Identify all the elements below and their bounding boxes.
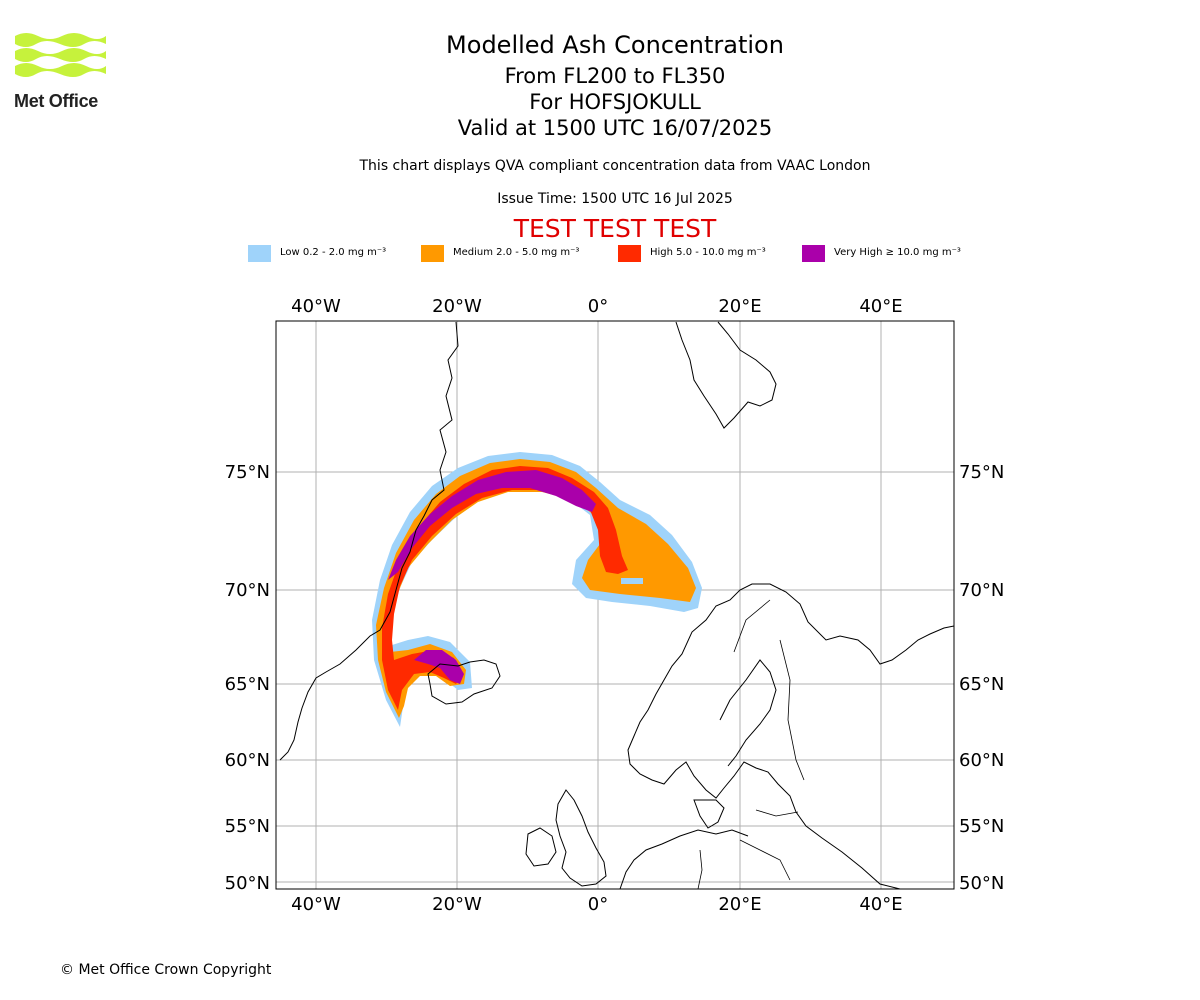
- greenland-coast: [279, 321, 459, 761]
- iceland-coast: [427, 659, 501, 705]
- valid-time: Valid at 1500 UTC 16/07/2025: [457, 116, 773, 140]
- legend-label-high: High 5.0 - 10.0 mg m⁻³: [650, 247, 766, 258]
- lon-tick-0-top: 0°: [588, 296, 608, 317]
- great-britain-coast: [555, 789, 607, 887]
- lat-tick-50n-right: 50°N: [959, 873, 1004, 894]
- legend-swatch-medium: [421, 245, 444, 262]
- ash-plume-medium: [376, 459, 696, 718]
- lat-tick-70n-left: 70°N: [225, 580, 270, 601]
- ash-plume-very-high-north: [388, 470, 596, 580]
- lat-tick-75n-left: 75°N: [225, 462, 270, 483]
- denmark-coast: [693, 799, 725, 829]
- lon-tick-20e-top: 20°E: [718, 296, 761, 317]
- ash-plume-very-high-south: [414, 650, 464, 684]
- scandinavia-coast: [627, 583, 954, 889]
- lon-tick-20e-bottom: 20°E: [718, 894, 761, 915]
- legend: Low 0.2 - 2.0 mg m⁻³ Medium 2.0 - 5.0 mg…: [0, 244, 1200, 264]
- legend-label-very-high: Very High ≥ 10.0 mg m⁻³: [834, 247, 961, 258]
- lon-tick-40w-top: 40°W: [291, 296, 341, 317]
- volcano-name: For HOFSJOKULL: [529, 90, 701, 114]
- ash-plume-low-gap: [621, 578, 643, 584]
- lat-tick-60n-left: 60°N: [225, 750, 270, 771]
- copyright-notice: © Met Office Crown Copyright: [60, 962, 272, 978]
- country-borders: [697, 599, 805, 889]
- chart-description: This chart displays QVA compliant concen…: [359, 158, 871, 174]
- coastlines: [279, 321, 954, 889]
- lon-ticks-top: 40°W 20°W 0° 20°E 40°E: [291, 296, 902, 317]
- lat-tick-50n-left: 50°N: [225, 873, 270, 894]
- lat-tick-75n-right: 75°N: [959, 462, 1004, 483]
- continent-coast: [619, 829, 749, 889]
- test-banner: TEST TEST TEST: [513, 214, 717, 243]
- flight-level-range: From FL200 to FL350: [504, 64, 726, 88]
- lon-ticks-bottom: 40°W 20°W 0° 20°E 40°E: [291, 894, 902, 915]
- map-frame: [275, 320, 955, 890]
- lat-tick-65n-left: 65°N: [225, 674, 270, 695]
- chart-title: Modelled Ash Concentration: [446, 31, 784, 59]
- legend-swatch-very-high: [802, 245, 825, 262]
- svalbard-coast: [675, 321, 777, 429]
- lat-tick-70n-right: 70°N: [959, 580, 1004, 601]
- legend-swatch-high: [618, 245, 641, 262]
- legend-label-medium: Medium 2.0 - 5.0 mg m⁻³: [453, 247, 580, 258]
- lon-tick-0-bottom: 0°: [588, 894, 608, 915]
- gulf-of-bothnia-coast: [719, 659, 777, 767]
- met-office-logo-icon: [15, 33, 106, 77]
- legend-label-low: Low 0.2 - 2.0 mg m⁻³: [280, 247, 387, 258]
- lat-ticks-left: 75°N 70°N 65°N 60°N 55°N 50°N: [225, 462, 270, 894]
- lat-tick-55n-right: 55°N: [959, 816, 1004, 837]
- logo-wordmark: Met Office: [14, 91, 99, 111]
- lat-tick-65n-right: 65°N: [959, 674, 1004, 695]
- ireland-coast: [525, 827, 557, 867]
- lon-tick-20w-bottom: 20°W: [432, 894, 482, 915]
- lon-tick-40w-bottom: 40°W: [291, 894, 341, 915]
- lon-tick-40e-bottom: 40°E: [859, 894, 902, 915]
- lat-tick-60n-right: 60°N: [959, 750, 1004, 771]
- legend-swatch-low: [248, 245, 271, 262]
- lon-tick-40e-top: 40°E: [859, 296, 902, 317]
- lon-tick-20w-top: 20°W: [432, 296, 482, 317]
- issue-time: Issue Time: 1500 UTC 16 Jul 2025: [497, 191, 733, 207]
- lat-ticks-right: 75°N 70°N 65°N 60°N 55°N 50°N: [959, 462, 1004, 894]
- lat-tick-55n-left: 55°N: [225, 816, 270, 837]
